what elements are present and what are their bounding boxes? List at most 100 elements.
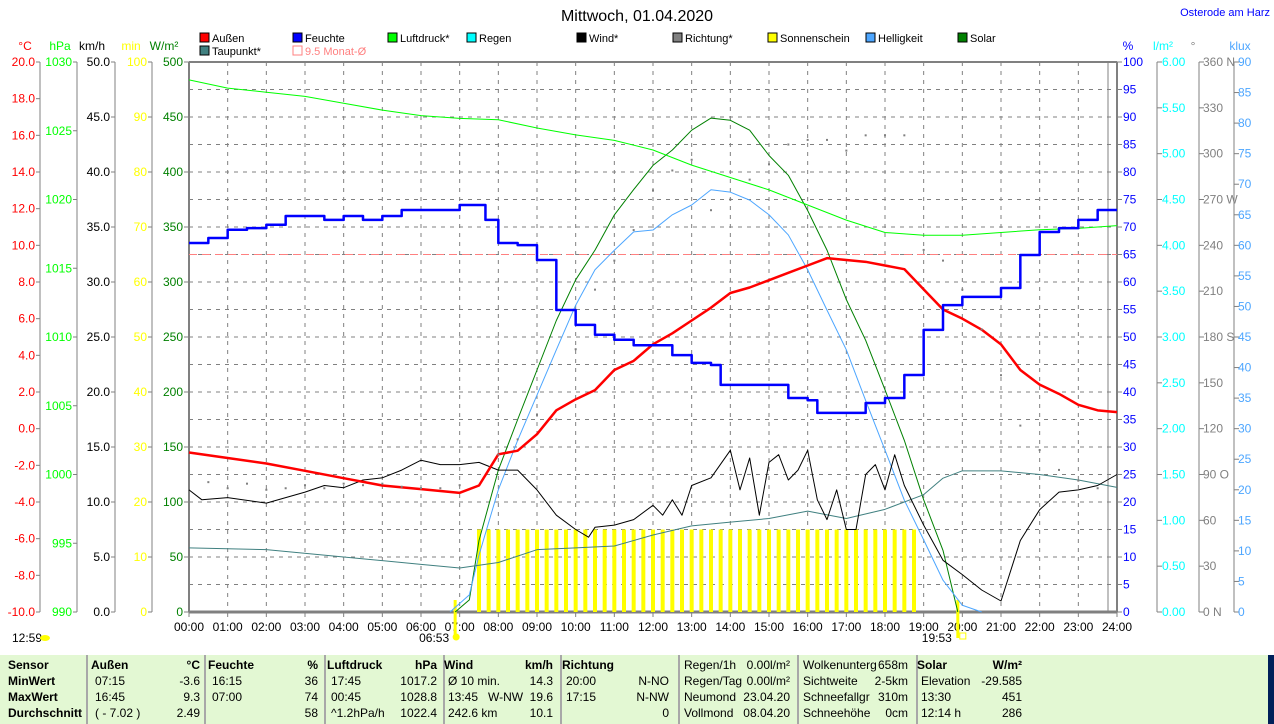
axis-tick-label-klux: 15 (1238, 513, 1252, 527)
axis-tick-label-klux: 5 (1238, 574, 1245, 588)
table-unit: hPa (414, 658, 437, 672)
direction-dot (632, 229, 635, 232)
direction-dot (265, 488, 268, 491)
table-cell-label: 16:15 (212, 674, 243, 688)
axis-tick-label-rain: 1.50 (1162, 468, 1186, 482)
axis-tick-label-wm2: 150 (163, 440, 183, 454)
sunshine-bar (525, 529, 530, 612)
axis-tick-label-pct: 60 (1123, 275, 1137, 289)
axis-tick-label-min: 70 (134, 220, 148, 234)
axis-tick-label-pct: 40 (1123, 385, 1137, 399)
legend: Außen Feuchte Luftdruck* Regen Wind* Richtung… (199, 32, 996, 58)
legend-label-3: Regen (479, 33, 511, 45)
table-cell-value: -3.6 (179, 674, 200, 688)
sunshine-bar (535, 529, 539, 612)
table-cell-value: 1017.2 (400, 674, 437, 688)
sunshine-bar (718, 529, 723, 612)
axis-tick-label-deg: 60 (1203, 513, 1217, 527)
table-cell-label: 07:15 (95, 674, 126, 688)
direction-dot (980, 328, 983, 331)
x-tick-label: 11:00 (600, 620, 629, 634)
table-divider (560, 655, 562, 724)
direction-dot (710, 209, 712, 212)
x-tick-label: 10:00 (561, 620, 591, 634)
sunshine-bar (564, 529, 568, 612)
axis-tick-label-pct: 20 (1123, 495, 1137, 509)
sunset-icon (959, 632, 967, 640)
x-tick-label: 03:00 (290, 620, 320, 634)
sunset-time: 19:53 (922, 631, 952, 645)
series-feuchte (189, 203, 1117, 415)
table-cell-label: Regen/1h (684, 658, 737, 672)
legend-swatch-7 (865, 32, 876, 43)
axis-tick-label-hpa: 1030 (45, 55, 72, 69)
sunshine-bar (583, 529, 588, 612)
x-tick-label: 09:00 (522, 620, 552, 634)
table-cell-label: Schneehöhe (803, 706, 871, 720)
table-unit: W/m² (992, 658, 1022, 672)
axis-tick-label-rain: 2.50 (1162, 376, 1186, 390)
sunshine-bar (883, 529, 887, 612)
direction-dot (516, 438, 519, 441)
sunshine-bar (786, 529, 791, 612)
x-tick-label: 19:00 (909, 620, 939, 634)
sunshine-bar (670, 529, 675, 612)
axis-tick-label-min: 60 (134, 275, 148, 289)
axis-tick-label-klux: 65 (1238, 208, 1252, 222)
table-cell-value: 1022.4 (400, 706, 437, 720)
sunshine-bar (544, 529, 549, 612)
sunshine-bar (709, 529, 713, 612)
axis-tick-label-temp: 10.0 (12, 238, 36, 252)
table-cell-label: 13:45 W-NW (448, 690, 524, 704)
legend-label-2: Luftdruck* (400, 33, 450, 45)
x-tick-label: 02:00 (251, 620, 281, 634)
table-cell-value: 451 (1001, 690, 1022, 704)
table-cell-label: Sichtweite (803, 674, 858, 688)
sunshine-bar (912, 529, 916, 612)
x-tick-label: 14:00 (715, 620, 745, 634)
axis-tick-label-temp: 8.0 (18, 275, 35, 289)
axis-tick-label-rain: 4.50 (1162, 193, 1186, 207)
direction-dot (1077, 479, 1080, 482)
direction-dot (613, 259, 616, 262)
table-cell-label: Vollmond (684, 706, 734, 720)
table-unit: km/h (524, 658, 553, 672)
x-tick-label: 16:00 (793, 620, 823, 634)
direction-dot (884, 134, 886, 137)
table-cell-label: 17:15 (566, 690, 597, 704)
axis-tick-label-temp: 18.0 (12, 92, 36, 106)
axis-unit-kmh: km/h (79, 39, 105, 53)
table-cell-label: Elevation (921, 674, 971, 688)
axis-tick-label-wm2: 50 (170, 550, 184, 564)
sunshine-bar (593, 529, 597, 612)
direction-dot (400, 485, 403, 488)
legend-label-9: Taupunkt* (212, 46, 262, 58)
table-cell-label: ( - 7.02 ) (95, 706, 141, 720)
axis-tick-label-klux: 0 (1238, 605, 1245, 619)
sunshine-bar (747, 529, 752, 612)
axis-tick-label-rain: 5.00 (1162, 147, 1186, 161)
axis-tick-label-temp: 16.0 (12, 128, 36, 142)
legend-swatch-0 (199, 32, 210, 43)
table-header: Feuchte (208, 658, 255, 672)
axis-tick-label-pct: 15 (1123, 523, 1137, 537)
legend-swatch-2 (387, 32, 398, 43)
axis-tick-label-klux: 30 (1238, 422, 1252, 436)
table-cell-label: ^1.2hPa/h (331, 706, 385, 720)
direction-dot (246, 482, 248, 485)
window-edge (1268, 655, 1274, 724)
table-cell-label: Ø 10 min. (448, 674, 501, 688)
axis-tick-label-kmh: 10.0 (87, 495, 111, 509)
axis-tick-label-pct: 35 (1123, 413, 1137, 427)
legend-label-1: Feuchte (305, 33, 345, 45)
sunshine-bar (506, 529, 510, 612)
sunshine-bar (515, 529, 520, 612)
sunrise-marker (453, 600, 457, 638)
axis-tick-label-temp: 6.0 (18, 312, 35, 326)
axis-tick-label-deg: 90 O (1203, 468, 1229, 482)
axis-tick-label-deg: 0 N (1203, 605, 1222, 619)
axis-tick-label-deg: 210 (1203, 284, 1223, 298)
table-unit: °C (186, 658, 200, 672)
table-header: Luftdruck (327, 658, 383, 672)
axis-unit-pct: % (1123, 39, 1134, 53)
